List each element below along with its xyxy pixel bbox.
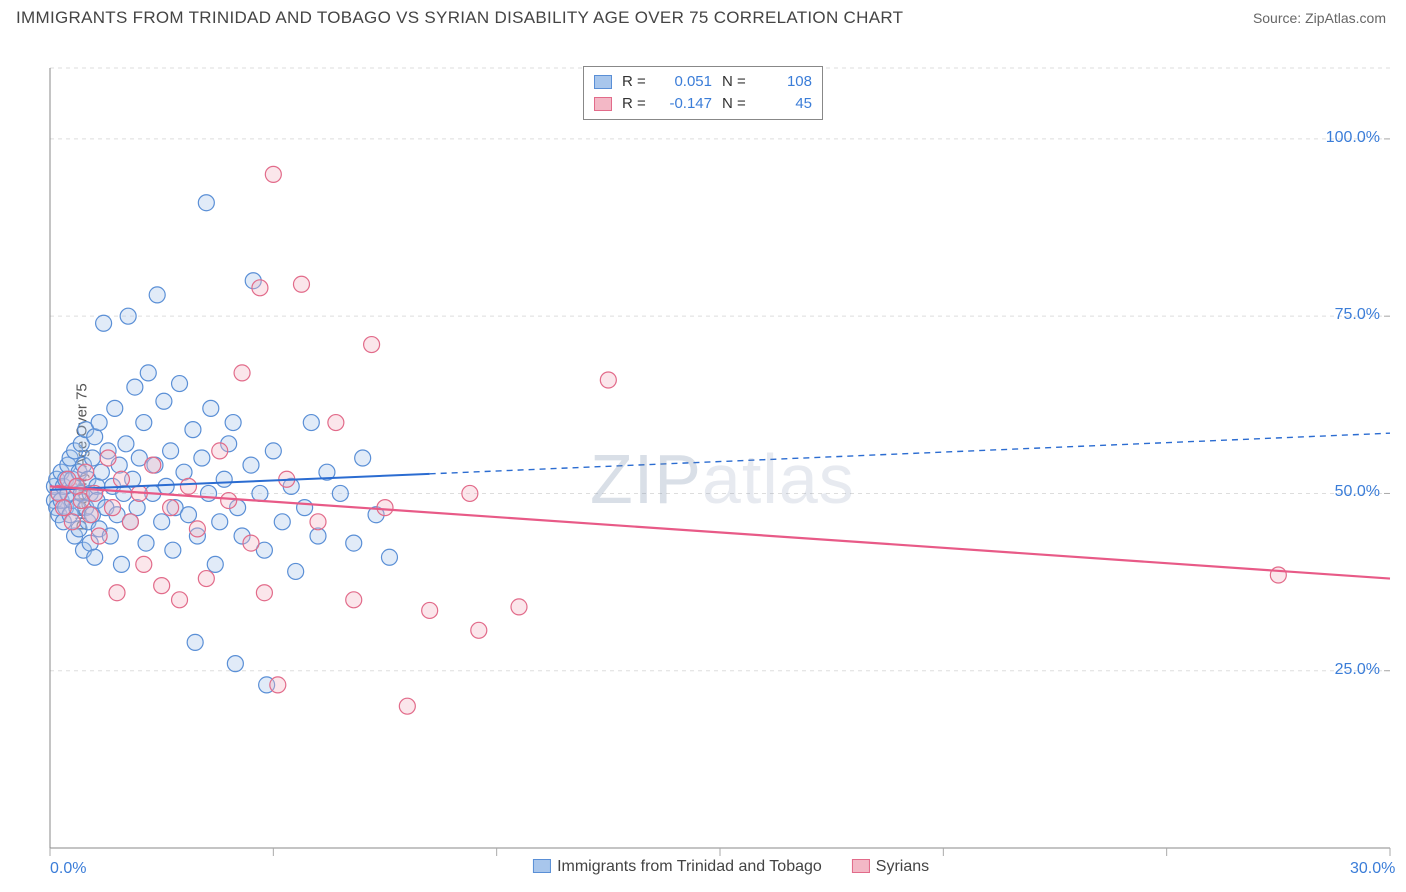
- source-prefix: Source:: [1253, 10, 1305, 26]
- legend-swatch: [594, 75, 612, 89]
- chart-title: IMMIGRANTS FROM TRINIDAD AND TOBAGO VS S…: [16, 8, 903, 28]
- legend-n-label: N =: [722, 93, 752, 115]
- y-tick-label: 25.0%: [1335, 661, 1380, 679]
- legend-label: Syrians: [876, 858, 929, 875]
- y-tick-label: 75.0%: [1335, 306, 1380, 324]
- scatter-plot: [0, 32, 1406, 882]
- legend-swatch: [852, 859, 870, 873]
- legend-r-label: R =: [622, 71, 652, 93]
- legend-item: Syrians: [852, 858, 929, 876]
- legend-n-value: 45: [762, 93, 812, 115]
- legend-n-value: 108: [762, 71, 812, 93]
- legend-r-label: R =: [622, 93, 652, 115]
- y-tick-label: 50.0%: [1335, 483, 1380, 501]
- legend-swatch: [594, 97, 612, 111]
- correlation-legend: R = 0.051 N = 108 R = -0.147 N = 45: [583, 66, 823, 120]
- chart-container: Disability Age Over 75 ZIPatlas R =0.051…: [0, 32, 1406, 882]
- x-tick-label: 0.0%: [50, 860, 86, 878]
- chart-header: IMMIGRANTS FROM TRINIDAD AND TOBAGO VS S…: [0, 0, 1406, 32]
- legend-r-value: 0.051: [662, 71, 712, 93]
- source-attribution: Source: ZipAtlas.com: [1253, 10, 1386, 26]
- legend-n-label: N =: [722, 71, 752, 93]
- legend-row: R = 0.051 N = 108: [594, 71, 812, 93]
- series-legend: Immigrants from Trinidad and Tobago Syria…: [533, 858, 929, 876]
- source-name: ZipAtlas.com: [1305, 10, 1386, 26]
- legend-row: R = -0.147 N = 45: [594, 93, 812, 115]
- legend-item: Immigrants from Trinidad and Tobago: [533, 858, 822, 876]
- y-tick-label: 100.0%: [1326, 129, 1380, 147]
- legend-swatch: [533, 859, 551, 873]
- legend-label: Immigrants from Trinidad and Tobago: [557, 858, 822, 875]
- x-tick-label: 30.0%: [1350, 860, 1395, 878]
- legend-r-value: -0.147: [662, 93, 712, 115]
